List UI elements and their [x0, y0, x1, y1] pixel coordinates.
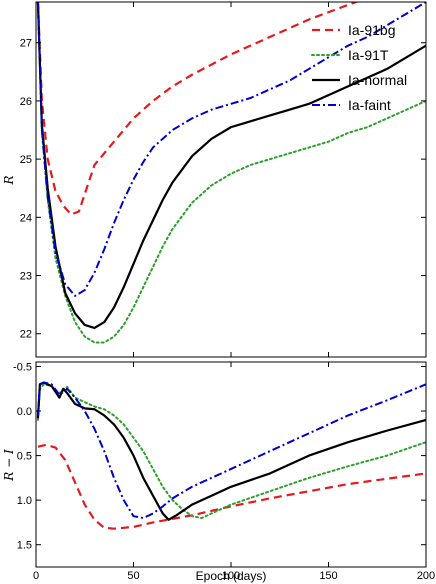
x-tick-label: 200 [417, 570, 435, 582]
legend-label-ia-normal: Ia-normal [348, 72, 407, 88]
top-plot-area [36, 2, 426, 344]
bottom-y-ticks: -0.5 0.0 0.5 1.0 1.5 [13, 361, 426, 552]
series-line-ia-faint-bottom [36, 381, 426, 519]
bottom-panel: -0.5 0.0 0.5 1.0 1.5 0 50 100 150 200 R − I Epoc… [2, 361, 435, 583]
bottom-panel-frame [35, 361, 427, 568]
x-tick-label: 0 [33, 570, 39, 582]
bottom-y-axis-label: R − I [2, 449, 16, 482]
legend: Ia-91bg Ia-91T Ia-normal Ia-faint [311, 22, 407, 113]
bottom-plot-area [36, 381, 426, 530]
x-tick-label: 150 [319, 570, 337, 582]
y-tick-label: 1.5 [17, 540, 32, 552]
bottom-x-ticks: 0 50 100 150 200 [33, 362, 435, 582]
series-line-ia-faint-top [36, 2, 426, 297]
series-line-ia-91t-top [36, 2, 426, 344]
series-line-ia-91bg-bottom [37, 443, 426, 530]
y-tick-label: 22 [20, 329, 32, 341]
series-line-ia-normal-top [36, 2, 426, 329]
top-y-axis-label: R [2, 175, 16, 185]
y-tick-label: 24 [20, 212, 32, 224]
y-tick-label: 0.0 [17, 406, 32, 418]
x-tick-label: 100 [222, 570, 240, 582]
y-tick-label: 26 [20, 96, 32, 108]
y-tick-label: 27 [20, 38, 32, 50]
y-tick-label: 23 [20, 271, 32, 283]
y-tick-label: 0.5 [17, 451, 32, 463]
legend-label-ia-91t: Ia-91T [348, 47, 389, 63]
legend-label-ia-91bg: Ia-91bg [348, 22, 395, 38]
x-tick-label: 50 [127, 570, 139, 582]
series-line-ia-91t-bottom [36, 383, 426, 519]
series-line-ia-normal-bottom [36, 381, 426, 521]
top-y-ticks: 22 23 24 25 26 27 [20, 2, 427, 357]
y-tick-label: -0.5 [13, 361, 32, 373]
y-tick-label: 1.0 [17, 495, 32, 507]
bottom-x-axis-label: Epoch (days) [196, 569, 267, 583]
legend-label-ia-faint: Ia-faint [348, 97, 391, 113]
y-tick-label: 25 [20, 154, 32, 166]
